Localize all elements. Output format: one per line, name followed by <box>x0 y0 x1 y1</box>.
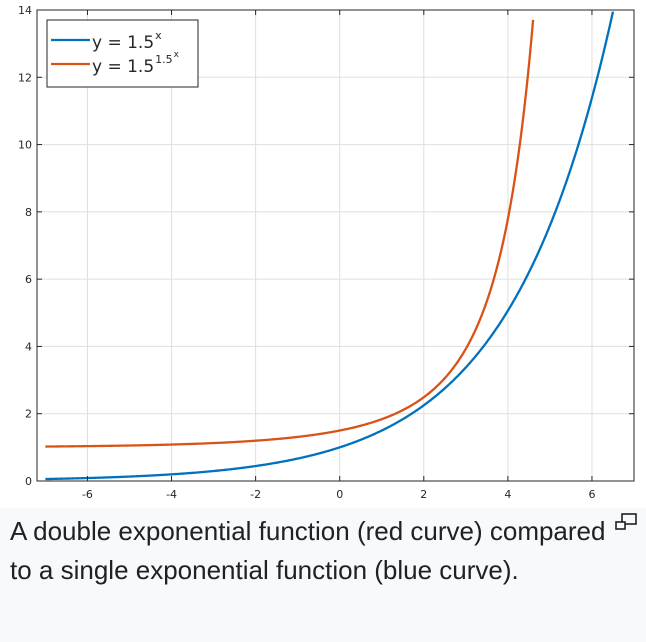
y-tick-label: 12 <box>18 71 32 84</box>
legend-exponent-inner: x <box>174 50 180 60</box>
x-tick-label: -2 <box>250 488 261 501</box>
legend-exponent-1: x <box>155 29 162 42</box>
axes-box <box>36 9 635 482</box>
series-line-2 <box>45 19 535 448</box>
y-tick-label: 14 <box>18 4 32 17</box>
x-tick-label: 6 <box>588 488 595 501</box>
x-tick-label: 0 <box>336 488 343 501</box>
plot-background <box>37 10 634 481</box>
chart-area: -6 -4 -2 0 2 4 6 0 2 4 6 8 10 12 14 y = 1.5 x y = 1.5 1.5 x <box>18 4 635 501</box>
legend-label-2: y = 1.5 <box>92 57 154 77</box>
series-line-1 <box>45 11 615 481</box>
y-tick-label: 2 <box>25 408 32 421</box>
y-tick-label: 4 <box>25 340 32 353</box>
x-tick-label: 2 <box>420 488 427 501</box>
x-tick-label: 4 <box>504 488 511 501</box>
y-tick-label: 0 <box>25 475 32 488</box>
y-tick-label: 10 <box>18 139 32 152</box>
y-tick-label: 8 <box>25 206 32 219</box>
x-tick-label: -6 <box>82 488 93 501</box>
legend-label-1: y = 1.5 <box>92 33 154 53</box>
figure-caption: A double exponential function (red curve… <box>10 516 606 585</box>
legend-exponent-2: 1.5 <box>155 53 173 66</box>
enlarge-icon[interactable] <box>613 512 639 532</box>
y-tick-label: 6 <box>25 273 32 286</box>
x-tick-label: -4 <box>166 488 177 501</box>
legend-box <box>46 19 199 88</box>
